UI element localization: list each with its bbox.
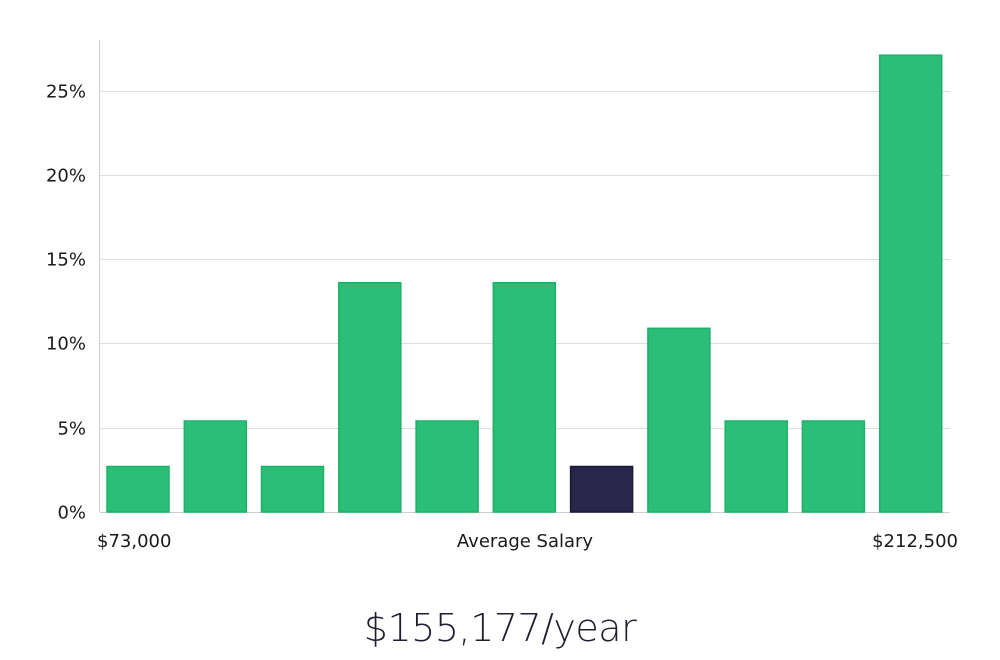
bar — [878, 54, 943, 513]
bar — [106, 465, 170, 513]
bar — [260, 465, 325, 513]
y-tick-label: 25% — [46, 82, 86, 103]
bar — [183, 420, 248, 513]
bar — [647, 327, 711, 513]
y-tick-label: 10% — [46, 334, 86, 355]
y-tick-label: 20% — [46, 166, 86, 187]
bar — [724, 420, 788, 513]
y-tick-labels: 0% 5% 10% 15% 20% 25% — [46, 82, 86, 524]
bars — [106, 54, 943, 513]
y-tick-label: 0% — [57, 503, 86, 524]
x-max-label: $212,500 — [872, 531, 958, 552]
bar — [801, 420, 866, 513]
bar — [492, 281, 557, 513]
y-tick-label: 15% — [46, 250, 86, 271]
salary-distribution-chart: 0%5%10%15%20%25% $73,000 Average Salary … — [46, 40, 958, 552]
bar-highlighted — [569, 465, 634, 513]
x-axis-label: Average Salary — [457, 531, 594, 552]
x-min-label: $73,000 — [97, 531, 171, 552]
bar — [338, 281, 402, 513]
y-tick-label: 5% — [57, 419, 86, 440]
average-salary-caption: $155,177/year — [363, 606, 637, 650]
bar — [415, 420, 479, 513]
